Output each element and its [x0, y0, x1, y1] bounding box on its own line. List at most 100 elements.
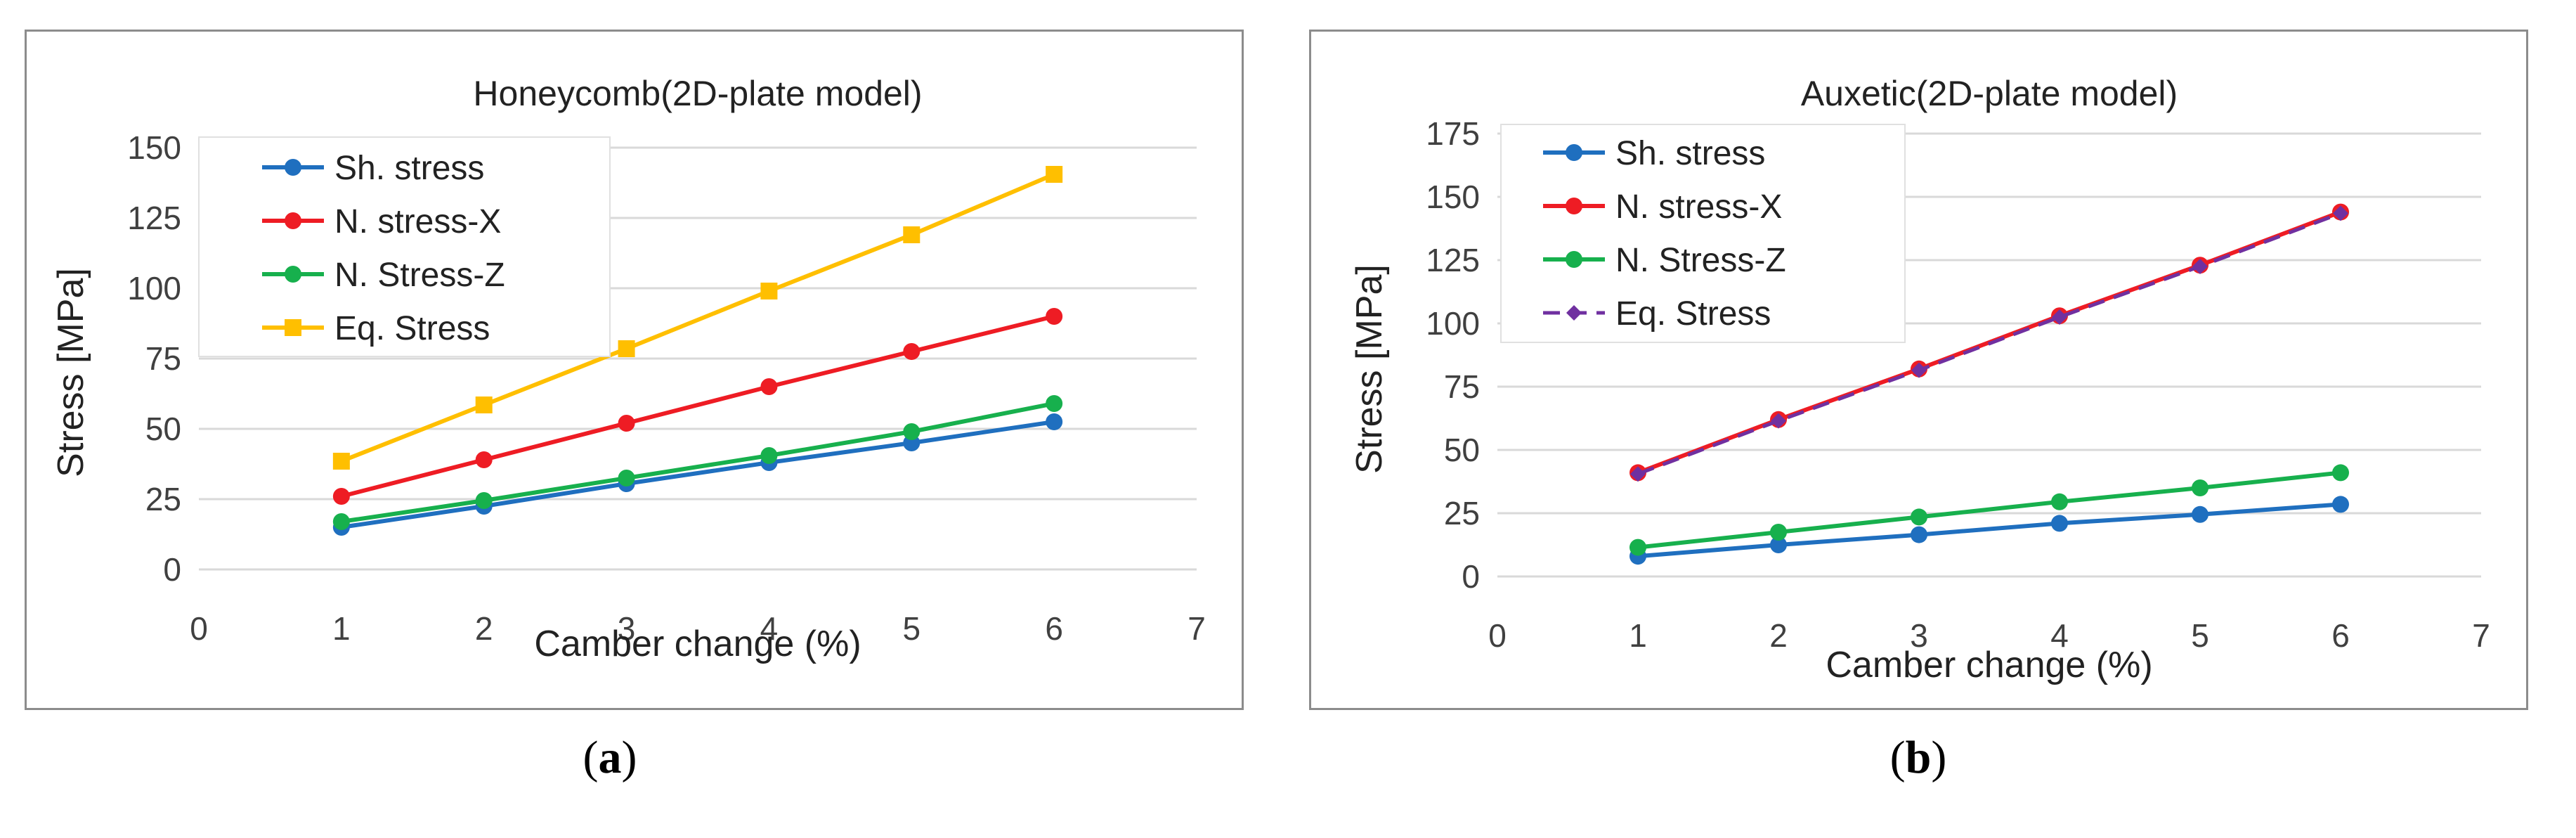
ytick-label-a-150: 150	[127, 129, 181, 166]
x-axis-label-a: Camber change (%)	[534, 624, 861, 664]
series-line-a-1	[341, 314, 1055, 498]
data-point-a-2-5	[1046, 395, 1063, 412]
legend-marker-b-3	[1566, 305, 1582, 321]
xtick-label-b-7: 7	[2472, 617, 2490, 654]
chart-panel-a: 0 25 50 75 100 125 150 0 1 2 3 4 5 6 7 Honeycomb(2D-pla…	[25, 30, 1244, 710]
label-a-open: (	[583, 732, 599, 783]
chart-title-b: Auxetic(2D-plate model)	[1801, 74, 2178, 113]
data-point-a-0-5	[1046, 413, 1063, 430]
y-axis-label-a: Stress [MPa]	[51, 268, 91, 477]
series-line-b-3	[1637, 212, 2341, 476]
xtick-label-b-0: 0	[1488, 617, 1507, 654]
legend-label-b-3: Eq. Stress	[1615, 295, 1771, 333]
ytick-label-a-50: 50	[145, 411, 181, 447]
subfigure-label-a: (a)	[540, 731, 680, 785]
xtick-label-b-6: 6	[2331, 617, 2350, 654]
legend-label-a-0: Sh. stress	[334, 150, 484, 187]
series-b-3	[1630, 205, 2348, 482]
data-point-b-3-4	[2192, 259, 2208, 274]
series-line-b-2	[1637, 470, 2341, 550]
data-point-a-1-4	[903, 343, 921, 360]
ytick-label-a-0: 0	[163, 551, 181, 588]
legend-marker-b-0	[1566, 144, 1582, 161]
label-b-close: )	[1931, 732, 1947, 783]
ytick-label-b-0: 0	[1462, 558, 1480, 595]
data-point-a-3-1	[475, 397, 493, 413]
xtick-label-b-4: 4	[2050, 617, 2069, 654]
xtick-label-a-5: 5	[902, 610, 921, 647]
data-point-b-2-1	[1770, 524, 1787, 541]
ytick-label-b-25: 25	[1444, 495, 1480, 531]
x-axis-label-b: Camber change (%)	[1826, 645, 2152, 685]
legend-a: Sh. stress N. stress-X N. Stress-Z Eq. Stre…	[198, 136, 611, 357]
subfigure-label-b: (b)	[1848, 731, 1989, 785]
label-b-letter: b	[1905, 732, 1932, 783]
data-point-b-2-4	[2192, 479, 2209, 496]
ytick-label-b-75: 75	[1444, 368, 1480, 405]
series-a-2	[332, 395, 1063, 530]
legend-label-a-1: N. stress-X	[334, 203, 501, 240]
ytick-label-b-100: 100	[1426, 305, 1480, 342]
data-point-a-3-4	[903, 226, 921, 243]
ytick-label-a-100: 100	[127, 270, 181, 307]
data-point-b-2-5	[2332, 464, 2349, 482]
series-b-0	[1629, 496, 2349, 565]
data-point-a-2-1	[475, 492, 493, 509]
data-point-a-3-2	[618, 340, 635, 357]
data-point-a-2-3	[760, 447, 778, 464]
series-a-1	[332, 308, 1063, 505]
data-point-b-0-1	[1770, 536, 1787, 553]
legend-label-a-3: Eq. Stress	[334, 310, 490, 347]
xtick-label-b-2: 2	[1769, 617, 1788, 654]
ytick-label-a-75: 75	[145, 340, 181, 377]
data-point-b-0-4	[2192, 505, 2209, 523]
data-point-a-3-0	[332, 453, 350, 470]
data-point-b-2-3	[2051, 493, 2068, 510]
series-line-a-0	[341, 420, 1055, 529]
data-point-b-2-2	[1911, 508, 1927, 526]
data-point-a-1-3	[760, 378, 778, 395]
ytick-label-b-50: 50	[1444, 432, 1480, 468]
legend-marker-a-2	[285, 266, 301, 283]
legend-label-b-1: N. stress-X	[1615, 188, 1782, 226]
series-line-b-0	[1637, 502, 2341, 559]
data-point-a-1-1	[475, 451, 493, 468]
data-point-b-3-3	[2052, 309, 2067, 325]
xtick-label-b-5: 5	[2191, 617, 2209, 654]
xtick-label-b-3: 3	[1910, 617, 1928, 654]
label-b-open: (	[1889, 732, 1906, 783]
legend-marker-b-1	[1566, 198, 1582, 214]
data-point-b-3-0	[1630, 466, 1646, 482]
ytick-label-b-125: 125	[1426, 242, 1480, 278]
data-point-b-3-1	[1771, 413, 1786, 429]
legend-label-b-2: N. Stress-Z	[1615, 242, 1786, 279]
xtick-label-a-4: 4	[760, 610, 779, 647]
xtick-label-b-1: 1	[1629, 617, 1647, 654]
xtick-label-a-3: 3	[618, 610, 636, 647]
legend-box-a	[198, 136, 611, 357]
data-point-b-0-5	[2332, 496, 2349, 513]
legend-label-a-2: N. Stress-Z	[334, 257, 505, 294]
data-point-a-2-4	[903, 423, 921, 440]
data-point-a-1-2	[618, 415, 635, 432]
series-line-a-3	[340, 172, 1055, 463]
xtick-label-a-6: 6	[1045, 610, 1063, 647]
data-point-b-3-2	[1911, 362, 1927, 378]
series-line-a-2	[341, 401, 1055, 524]
data-point-a-1-0	[332, 488, 350, 505]
ytick-label-b-175: 175	[1426, 115, 1480, 152]
data-point-b-0-3	[2051, 515, 2068, 532]
data-point-a-1-5	[1046, 308, 1063, 325]
legend-b: Sh. stress N. stress-X N. Stress-Z Eq. Stre…	[1500, 124, 1906, 343]
ytick-label-a-25: 25	[145, 481, 181, 517]
data-point-a-3-3	[760, 283, 778, 299]
xtick-label-a-1: 1	[332, 610, 351, 647]
label-a-letter: a	[598, 732, 622, 783]
data-point-a-3-5	[1046, 166, 1063, 183]
series-a-0	[332, 413, 1063, 536]
y-axis-label-b: Stress [MPa]	[1349, 264, 1390, 474]
legend-marker-a-1	[285, 212, 301, 229]
legend-label-b-0: Sh. stress	[1615, 135, 1765, 172]
xtick-label-a-0: 0	[190, 610, 208, 647]
data-point-a-2-0	[332, 513, 350, 530]
